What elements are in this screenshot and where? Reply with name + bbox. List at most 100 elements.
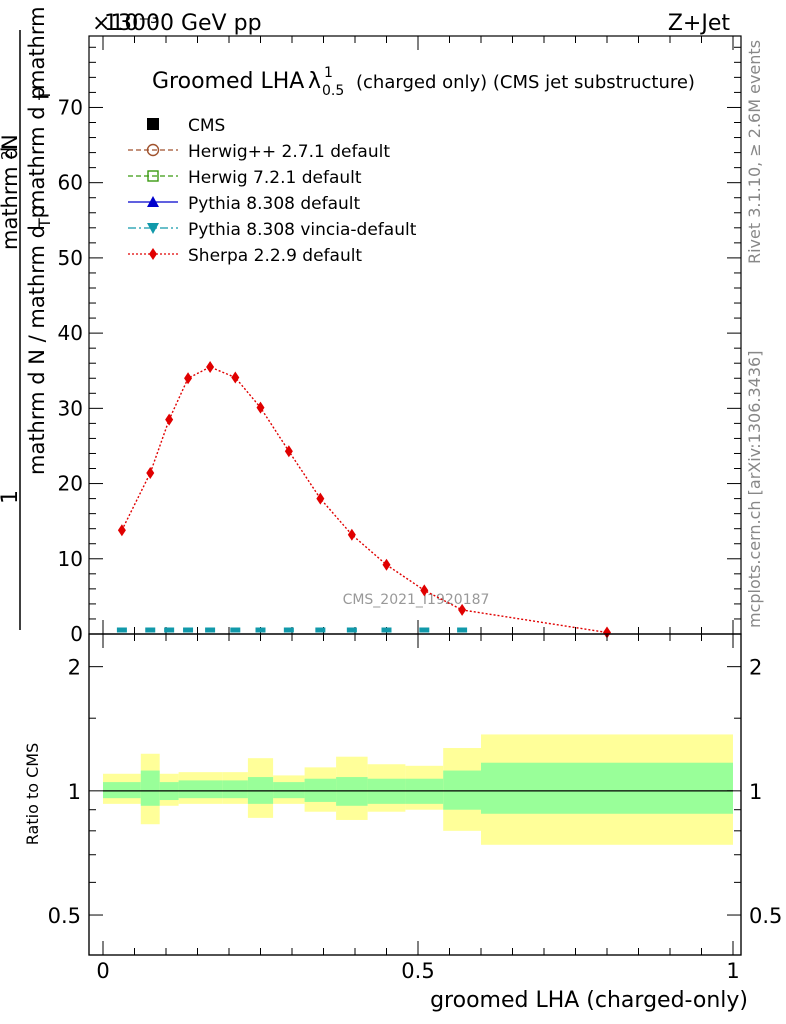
y-tick-label: 10 [58, 547, 83, 571]
baseline-point [283, 627, 294, 633]
ratio-frame-top [88, 633, 742, 956]
y-label-den-main-sub: T [35, 90, 54, 101]
ratio-inner-band [103, 782, 141, 799]
y-tick-label: 20 [58, 472, 83, 496]
baseline-point [381, 627, 392, 633]
legend-entry: CMS [147, 116, 225, 136]
legend-entry: Herwig 7.2.1 default [128, 168, 362, 188]
plot-title: Groomed LHA λ 1 0.5 (charged only) (CMS jet … [152, 65, 695, 99]
ratio-y-tick-label-right: 1 [749, 780, 762, 804]
y-label-denominator-sub: T [35, 218, 54, 229]
legend-entry: Herwig++ 2.7.1 default [128, 142, 390, 162]
ratio-y-tick-label: 1 [68, 780, 81, 804]
title-symbol: λ [308, 69, 321, 94]
sherpa-point [347, 528, 356, 541]
title-subscript: 0.5 [322, 83, 344, 99]
legend-entry: Sherpa 2.2.9 default [128, 246, 362, 266]
legend-entry: Pythia 8.308 default [128, 194, 361, 214]
sherpa-point [256, 401, 265, 414]
legend-label: Herwig++ 2.7.1 default [188, 142, 390, 162]
legend-label: Herwig 7.2.1 default [188, 168, 362, 188]
ratio-inner-band [140, 770, 160, 806]
ratio-panel: 0.5 0.5 1 1 2 2 0 0.5 1 Ratio to CMS groomed LHA (… [23, 633, 782, 1013]
legend-marker [149, 248, 157, 260]
legend-marker [147, 196, 159, 207]
y-tick-label: 30 [58, 396, 83, 420]
y-tick-label: 40 [58, 321, 83, 345]
sherpa-point [206, 360, 215, 373]
legend-label: Sherpa 2.2.9 default [188, 246, 362, 266]
x-tick-label: 0 [96, 959, 109, 983]
sherpa-point [184, 372, 193, 385]
title-main: Groomed LHA [152, 69, 304, 94]
sherpa-point [165, 413, 174, 426]
baseline-point [255, 627, 266, 633]
ratio-inner-band [443, 770, 481, 810]
ratio-y-tick-label-right: 2 [749, 656, 762, 680]
x-tick-label: 1 [726, 959, 739, 983]
y-tick-label: 60 [58, 171, 83, 195]
sherpa-point [231, 371, 240, 384]
legend-marker [147, 223, 159, 234]
baseline-point [230, 627, 241, 633]
sherpa-point [458, 603, 467, 616]
sherpa-point [284, 445, 293, 458]
main-frame [88, 35, 742, 635]
process-label: Z+Jet [668, 11, 731, 36]
legend-label: CMS [188, 116, 225, 136]
ratio-inner-band [197, 780, 223, 799]
sherpa-point [117, 524, 126, 537]
baseline-point [116, 627, 127, 633]
baseline-point [183, 627, 194, 633]
y-tick-label: 50 [58, 246, 83, 270]
baseline-point [419, 627, 430, 633]
legend-label: Pythia 8.308 vincia-default [188, 220, 417, 240]
ratio-y-tick-label: 0.5 [48, 904, 81, 928]
y-label-numerator-one: 1 [0, 490, 23, 504]
legend-marker [147, 118, 159, 130]
ratio-inner-band [481, 762, 733, 814]
y-label-den-main: mathrm d p [25, 86, 49, 210]
ratio-inner-band [178, 780, 198, 799]
beam-label: 13000 GeV pp [104, 11, 262, 36]
sherpa-point [603, 626, 611, 639]
y-label-den-rest: mathrm d lambda [25, 0, 49, 90]
rivet-label: Rivet 3.1.10, ≥ 2.6M events [745, 40, 764, 264]
y-label-num-main: mathrm d [0, 146, 22, 250]
ratio-inner-band [273, 782, 305, 799]
ratio-y-axis-label: Ratio to CMS [23, 743, 42, 845]
legend: CMS Herwig++ 2.7.1 default Herwig 7.2.1 de… [128, 116, 417, 266]
x-axis-label: groomed LHA (charged-only) [430, 988, 748, 1013]
baseline-point [205, 627, 216, 633]
legend-label: Pythia 8.308 default [188, 194, 361, 214]
baseline-point [457, 627, 468, 633]
baseline-point [315, 627, 326, 633]
sherpa-point [420, 584, 429, 597]
ratio-y-tick-label-right: 0.5 [749, 904, 782, 928]
y-tick-label: 70 [58, 95, 83, 119]
baseline-point [164, 627, 175, 633]
baseline-point [346, 627, 357, 633]
mcplots-label: mcplots.cern.ch [arXiv:1306.3436] [745, 351, 764, 628]
baseline-point [145, 627, 156, 633]
ratio-y-tick-label: 2 [68, 656, 81, 680]
watermark: CMS_2021_I1920187 [343, 592, 490, 608]
legend-marker [146, 143, 160, 157]
sherpa-point [316, 492, 325, 505]
y-label-denominator: mathrm d N / mathrm d p [25, 205, 49, 475]
title-superscript: 1 [324, 65, 333, 81]
y-tick-label: 0 [70, 622, 83, 646]
sherpa-line [121, 366, 608, 634]
title-suffix: (charged only) (CMS jet substructure) [356, 72, 695, 93]
sherpa-point [146, 467, 155, 480]
legend-marker [147, 170, 159, 182]
sherpa-point [382, 558, 391, 571]
y-label-num-sup: 2 [0, 150, 16, 160]
exponent-label: ×10⁻³ [92, 11, 159, 36]
ratio-inner-band [222, 780, 248, 799]
legend-entry: Pythia 8.308 vincia-default [128, 220, 417, 240]
x-tick-label: 0.5 [401, 959, 434, 983]
